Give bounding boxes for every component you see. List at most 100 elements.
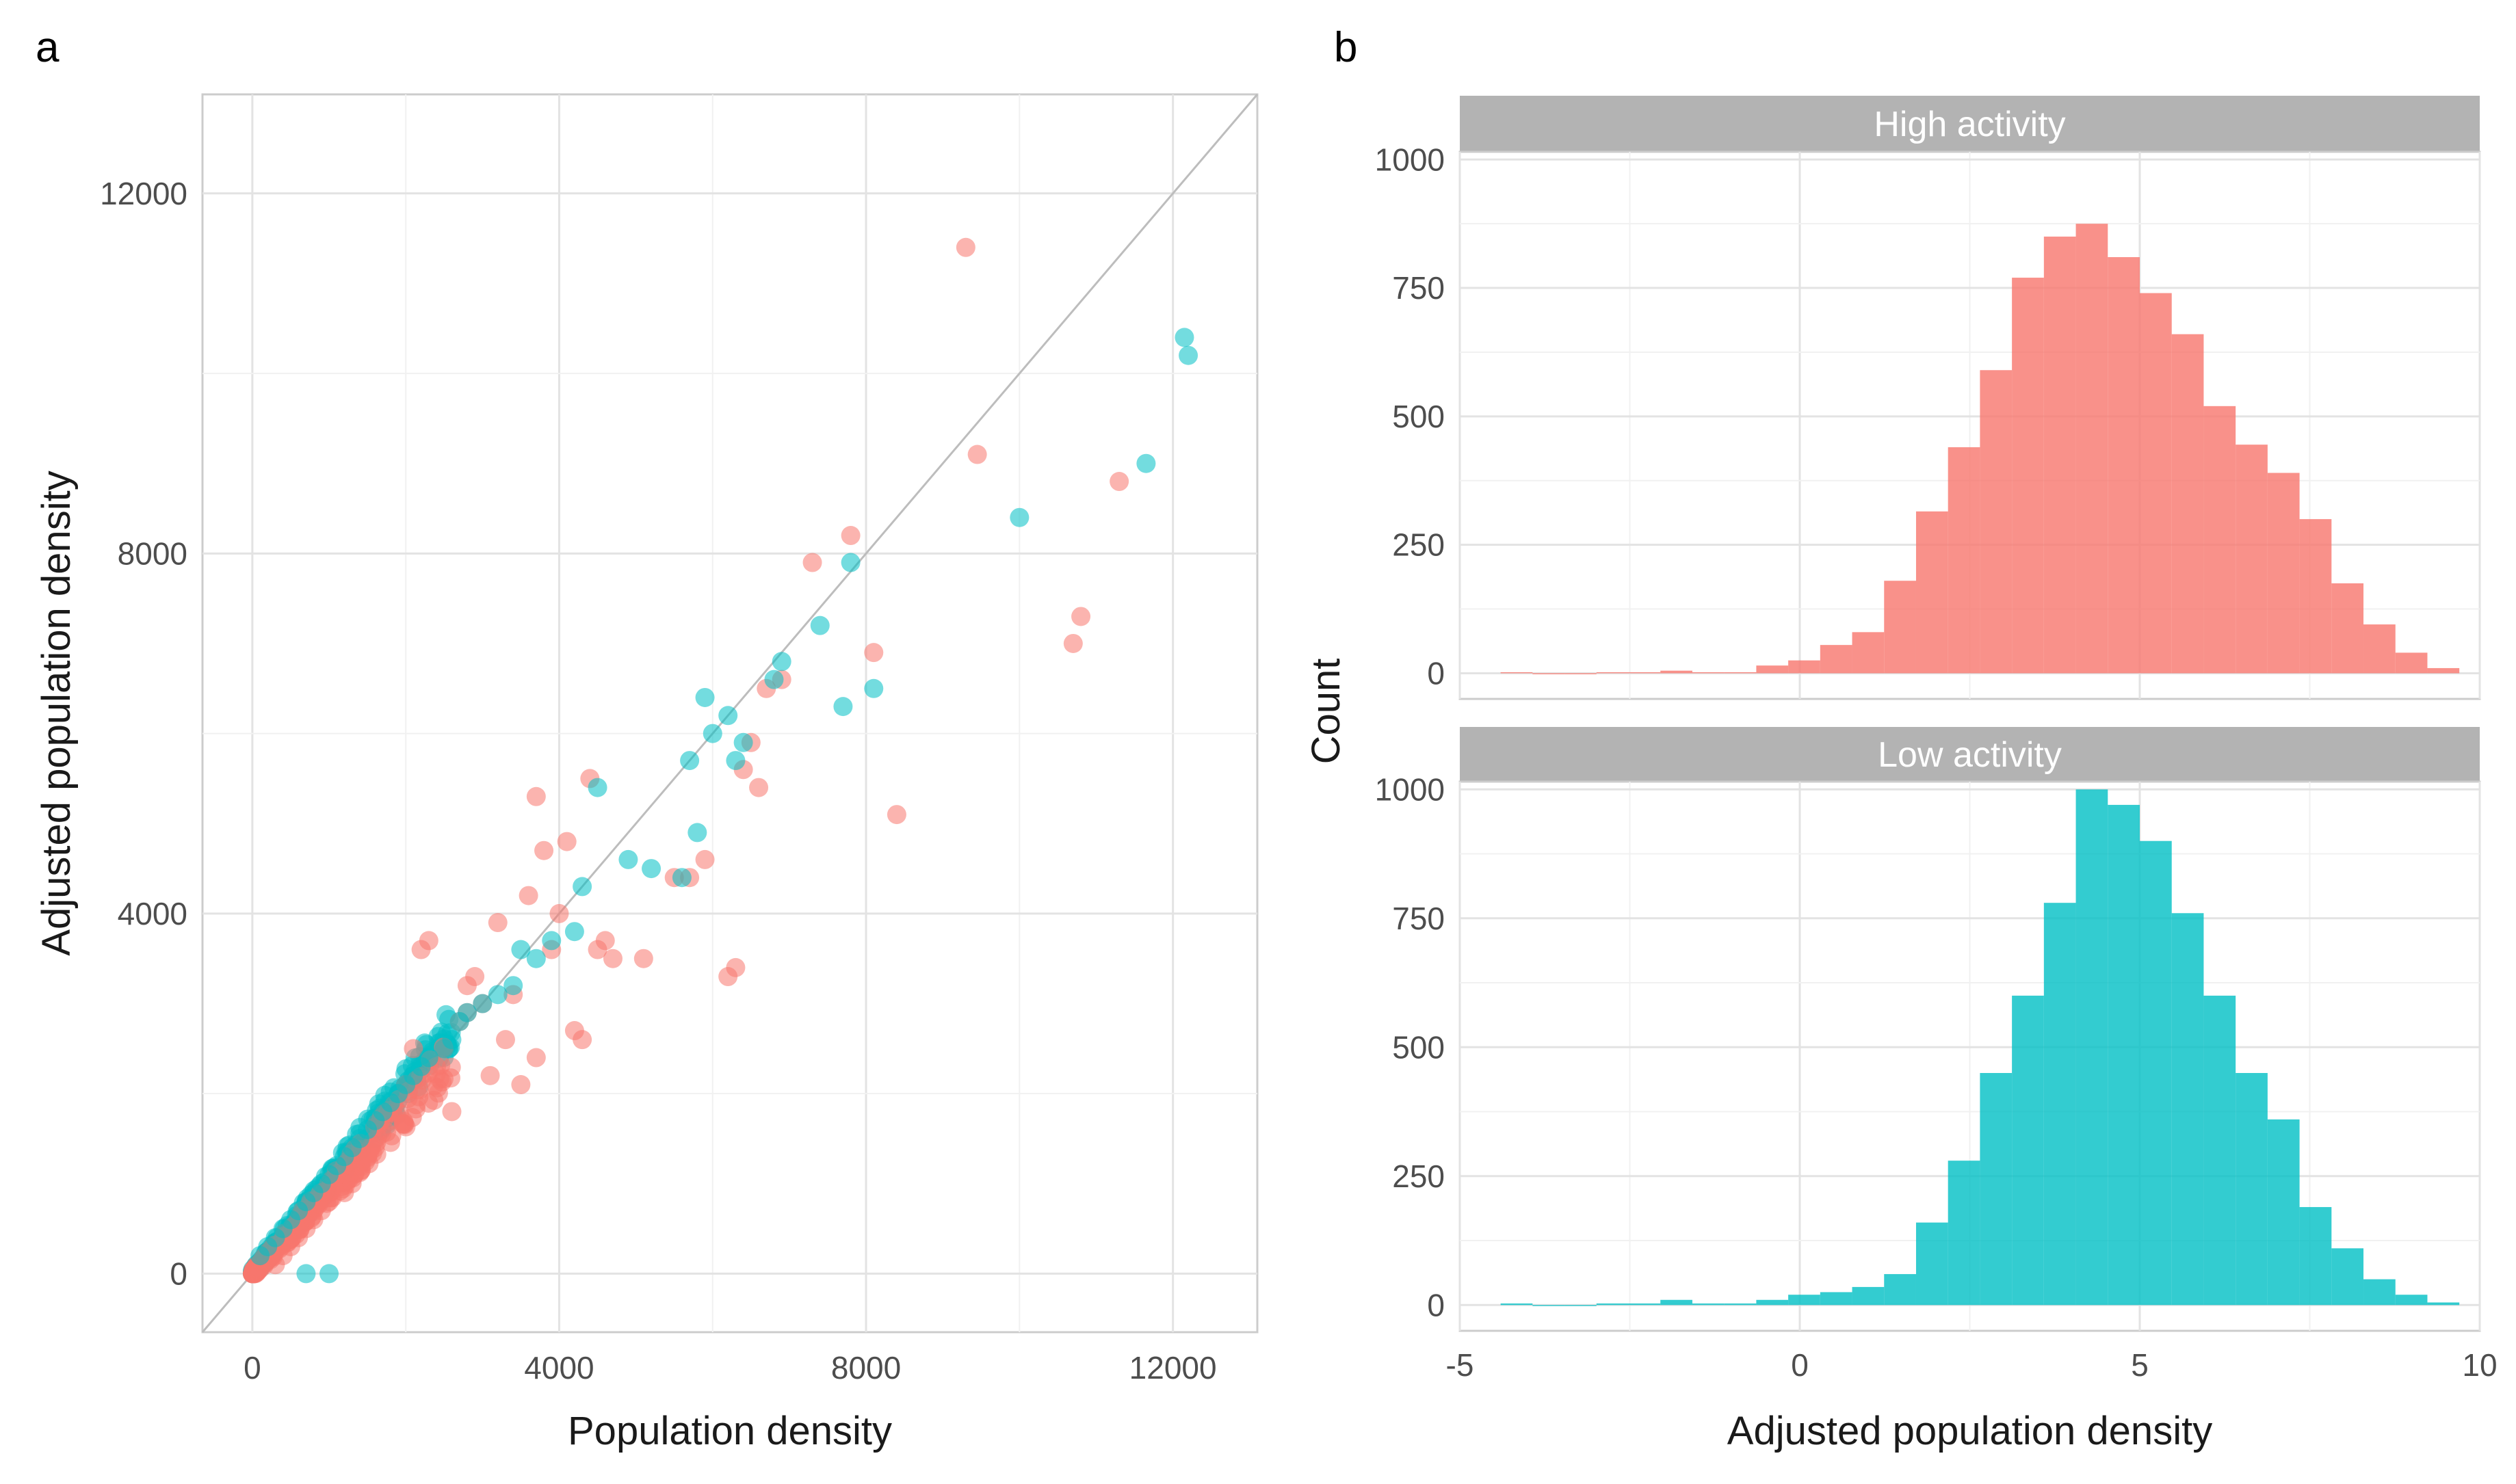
point-high-activity (350, 1156, 369, 1176)
histogram-bar-high-activity (1756, 665, 1789, 674)
histogram-bar-low-activity (1915, 1222, 1948, 1306)
panel-a-x-tick-label: 8000 (831, 1350, 901, 1386)
histogram-bar-low-activity (2043, 903, 2076, 1306)
histogram-bar-low-activity (1724, 1303, 1757, 1306)
point-low-activity (1179, 345, 1198, 365)
point-high-activity (749, 778, 769, 797)
facet-y-tick-label: 500 (1392, 1029, 1445, 1065)
point-low-activity (833, 697, 853, 717)
point-high-activity (718, 967, 738, 987)
point-high-activity (424, 1090, 444, 1110)
point-low-activity (250, 1246, 270, 1266)
histogram-bar-low-activity (2140, 840, 2172, 1306)
point-high-activity (557, 832, 577, 851)
point-high-activity (864, 643, 884, 663)
point-low-activity (726, 751, 746, 771)
histogram-bar-high-activity (1660, 670, 1692, 674)
histogram-bar-low-activity (1788, 1295, 1820, 1306)
histogram-bar-high-activity (2267, 473, 2300, 674)
point-high-activity (335, 1182, 354, 1202)
histogram-bar-low-activity (1532, 1305, 1565, 1306)
point-low-activity (542, 931, 562, 951)
point-high-activity (1063, 633, 1083, 653)
point-low-activity (1010, 507, 1030, 527)
panel-b-x-tick-label: 10 (2462, 1347, 2497, 1383)
histogram-bar-low-activity (1756, 1299, 1789, 1306)
facet-high-activity: High activity 0 250 500 750 1000 (1375, 96, 2481, 700)
point-high-activity (404, 1039, 423, 1059)
histogram-bar-low-activity (2075, 789, 2108, 1306)
point-high-activity (442, 1102, 462, 1122)
histogram-bar-low-activity (1852, 1286, 1885, 1306)
facet-high-activity-bars (1500, 224, 2460, 674)
point-low-activity (511, 940, 531, 959)
point-high-activity (967, 445, 987, 464)
point-low-activity (618, 849, 638, 869)
point-high-activity (441, 1068, 461, 1088)
facet-y-tick-label: 0 (1427, 655, 1445, 691)
panel-a-y-axis-title: Adjusted population density (34, 471, 79, 955)
point-high-activity (564, 1021, 584, 1041)
point-high-activity (411, 940, 431, 959)
histogram-bar-low-activity (1628, 1303, 1661, 1306)
point-low-activity (564, 922, 584, 942)
panel-a-y-tick-label: 8000 (118, 535, 187, 571)
histogram-bar-low-activity (1660, 1299, 1692, 1306)
facet-low-activity-tick-labels: 0 250 500 750 1000 (1375, 771, 1445, 1323)
panel-b-x-tick-labels: -5 0 5 10 (1446, 1347, 2498, 1383)
histogram-bar-high-activity (1628, 672, 1661, 674)
facet-y-tick-label: 1000 (1375, 142, 1445, 177)
point-high-activity (595, 931, 615, 951)
point-high-activity (956, 237, 975, 257)
panel-a-y-tick-label: 12000 (100, 176, 187, 211)
facet-low-activity-strip-label: Low activity (1878, 735, 2062, 775)
point-high-activity (549, 903, 569, 923)
point-low-activity (841, 553, 861, 572)
point-low-activity (703, 724, 722, 743)
point-high-activity (1071, 607, 1091, 626)
point-high-activity (1110, 472, 1129, 492)
histogram-bar-high-activity (1596, 672, 1629, 674)
facet-y-tick-label: 250 (1392, 1158, 1445, 1194)
point-high-activity (382, 1126, 402, 1145)
histogram-bar-low-activity (2236, 1073, 2268, 1306)
histogram-bar-high-activity (2043, 236, 2076, 674)
facet-y-tick-label: 500 (1392, 399, 1445, 434)
histogram-bar-low-activity (2108, 804, 2140, 1306)
panel-a-x-axis-title: Population density (568, 1409, 892, 1453)
point-low-activity (864, 678, 884, 698)
panel-b-y-axis-title: Count (1304, 659, 1348, 765)
histogram-bar-low-activity (1596, 1303, 1629, 1306)
panel-a-x-tick-label: 12000 (1129, 1350, 1217, 1386)
point-high-activity (519, 886, 538, 905)
point-high-activity (802, 553, 822, 572)
point-low-activity (687, 823, 707, 843)
point-low-activity (588, 778, 607, 797)
histogram-bar-high-activity (1500, 672, 1533, 674)
histogram-bar-high-activity (1820, 645, 1852, 674)
histogram-bar-high-activity (2075, 224, 2108, 674)
point-low-activity (1175, 328, 1194, 347)
point-low-activity (473, 994, 493, 1013)
point-low-activity (573, 877, 592, 897)
point-low-activity (718, 706, 738, 726)
histogram-bar-high-activity (2395, 652, 2428, 674)
histogram-bar-high-activity (2299, 519, 2332, 674)
panel-b-label: b (1334, 24, 1357, 71)
facet-high-activity-strip (1460, 96, 2480, 152)
panel-a-scatter: a 0 4000 8000 12000 0 4000 8000 12000 Populatio… (34, 24, 1259, 1453)
point-low-activity (672, 868, 692, 888)
histogram-bar-high-activity (1564, 673, 1597, 674)
facet-low-activity: Low activity 0 250 500 750 1000 (1375, 727, 2481, 1332)
histogram-bar-low-activity (1692, 1303, 1725, 1306)
histogram-bar-low-activity (1884, 1274, 1916, 1306)
panel-a-x-tick-label: 4000 (524, 1350, 594, 1386)
histogram-bar-high-activity (1852, 632, 1885, 674)
facet-high-activity-tick-labels: 0 250 500 750 1000 (1375, 142, 1445, 691)
facet-low-activity-bars (1500, 789, 2460, 1306)
histogram-bar-high-activity (2140, 293, 2172, 674)
point-low-activity (733, 732, 753, 752)
histogram-bar-high-activity (2012, 278, 2044, 674)
